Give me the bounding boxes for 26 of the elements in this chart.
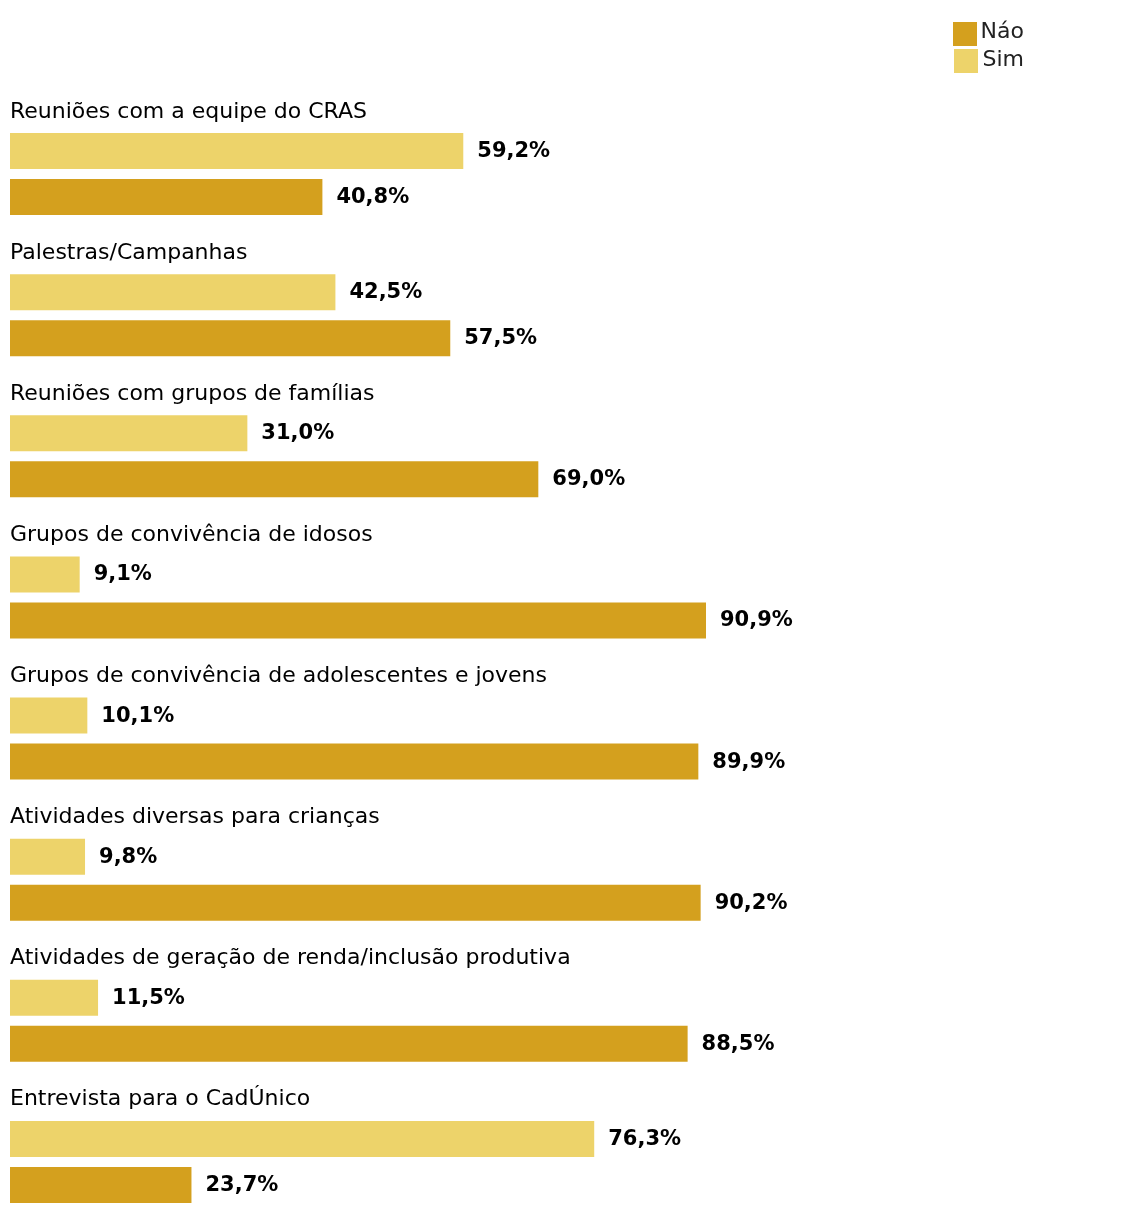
y-tick-label: Grupos de convivência de idosos <box>10 520 373 546</box>
data-label: 76,3% <box>608 1125 682 1150</box>
data-label: 9,1% <box>93 561 152 586</box>
y-tick-label: Reuniões com a equipe do CRAS <box>10 97 367 123</box>
y-tick-label: Reuniões com grupos de famílias <box>10 379 375 405</box>
data-label: 88,5% <box>701 1030 775 1055</box>
data-label: 31,0% <box>261 420 335 445</box>
y-tick-label: Atividades de geração de renda/inclusão produtiva <box>10 944 571 970</box>
data-label: 57,5% <box>464 325 538 350</box>
legend-label: Náo <box>980 18 1024 43</box>
y-tick-label: Atividades diversas para crianças <box>10 803 380 829</box>
data-label: 11,5% <box>112 984 185 1009</box>
data-label: 90,2% <box>714 889 788 914</box>
data-label: 23,7% <box>205 1171 279 1196</box>
data-label: 9,8% <box>99 843 158 868</box>
data-label: 42,5% <box>349 279 423 304</box>
y-tick-label: Grupos de convivência de adolescentes e jovens <box>10 662 547 688</box>
data-label: 10,1% <box>101 702 175 727</box>
y-tick-label: Palestras/Campanhas <box>10 238 248 264</box>
data-label: 89,9% <box>712 748 786 773</box>
data-label: 90,9% <box>720 607 793 632</box>
data-label: 59,2% <box>477 138 551 162</box>
y-tick-label: Entrevista para o CadÚnico <box>10 1085 311 1111</box>
data-label: 69,0% <box>552 466 626 491</box>
legend-label: Sim <box>982 45 1024 71</box>
data-label: 40,8% <box>336 184 410 208</box>
